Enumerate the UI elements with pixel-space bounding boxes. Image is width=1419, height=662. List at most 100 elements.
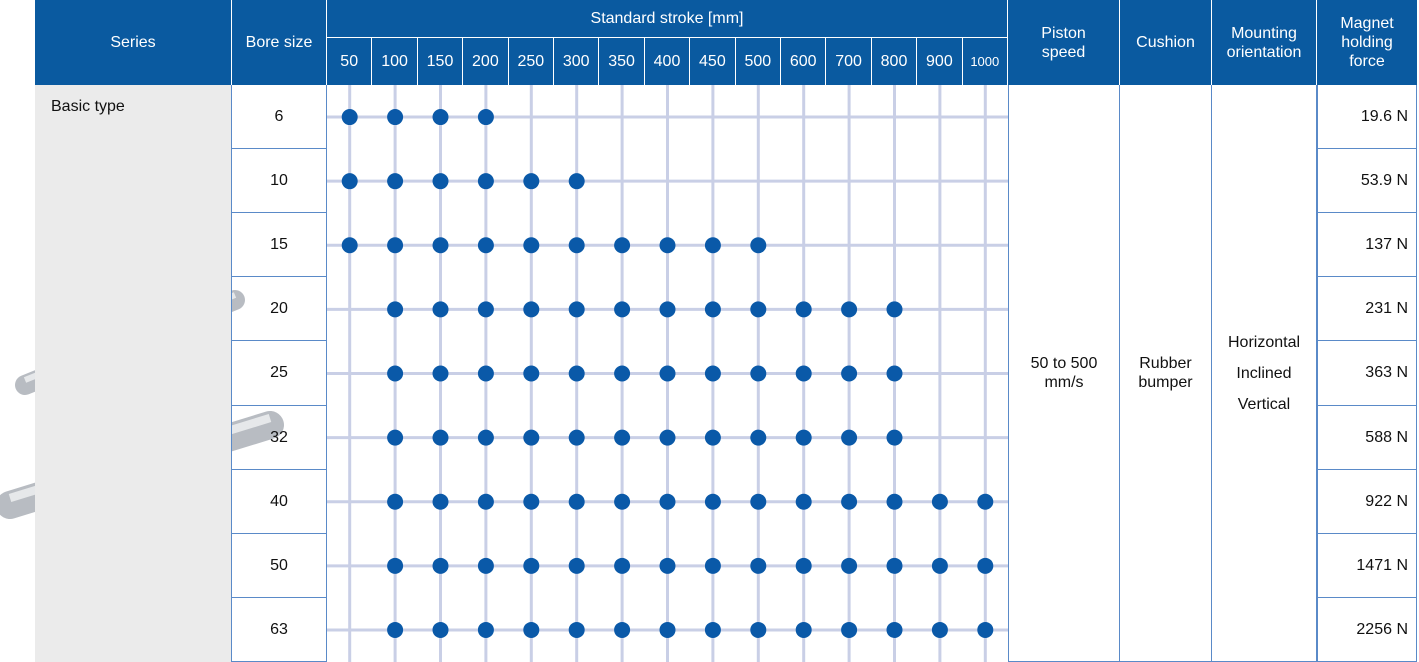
availability-dot bbox=[477, 109, 494, 126]
availability-dot bbox=[341, 237, 358, 254]
availability-dot bbox=[795, 429, 812, 446]
availability-dot bbox=[523, 237, 540, 254]
availability-dot bbox=[387, 173, 404, 190]
availability-dot bbox=[704, 301, 721, 318]
availability-dot bbox=[568, 557, 585, 574]
availability-dot bbox=[477, 173, 494, 190]
availability-dot bbox=[750, 429, 767, 446]
availability-dot bbox=[614, 301, 631, 318]
stroke-value-header: 300 bbox=[554, 38, 600, 85]
bore-cell: 32 bbox=[232, 405, 327, 470]
stroke-value-header: 150 bbox=[417, 38, 464, 85]
availability-dot bbox=[750, 365, 767, 382]
force-cell: 2256 N bbox=[1317, 597, 1417, 662]
stroke-value-header: 200 bbox=[463, 38, 509, 85]
availability-dot bbox=[659, 429, 676, 446]
stroke-value-header: 900 bbox=[917, 38, 963, 85]
bore-cell: 40 bbox=[232, 469, 327, 534]
availability-dot bbox=[704, 237, 721, 254]
availability-dot bbox=[523, 301, 540, 318]
magnet-header: Magnet holding force bbox=[1317, 0, 1417, 85]
availability-dot bbox=[750, 237, 767, 254]
availability-dot bbox=[841, 301, 858, 318]
availability-dot bbox=[432, 237, 449, 254]
availability-dot bbox=[659, 493, 676, 510]
availability-dot bbox=[704, 365, 721, 382]
availability-dot bbox=[432, 173, 449, 190]
stroke-value-header: 50 bbox=[327, 38, 373, 85]
availability-dot bbox=[341, 173, 358, 190]
stroke-value-header: 600 bbox=[781, 38, 827, 85]
availability-dot bbox=[477, 365, 494, 382]
availability-dot bbox=[841, 429, 858, 446]
availability-dot bbox=[568, 493, 585, 510]
availability-dot bbox=[841, 557, 858, 574]
mounting-option: Horizontal bbox=[1227, 333, 1301, 351]
availability-dot bbox=[977, 557, 994, 574]
cushion-header: Cushion bbox=[1120, 0, 1212, 85]
piston-header: Piston speed bbox=[1008, 0, 1120, 85]
availability-dot bbox=[523, 429, 540, 446]
stroke-value-header: 700 bbox=[826, 38, 872, 85]
availability-dot bbox=[523, 365, 540, 382]
bore-cell: 10 bbox=[232, 149, 327, 214]
bore-cell: 20 bbox=[232, 277, 327, 342]
availability-dot bbox=[387, 109, 404, 126]
availability-dot bbox=[568, 301, 585, 318]
availability-dot bbox=[750, 493, 767, 510]
availability-dot bbox=[795, 365, 812, 382]
bore-cell: 63 bbox=[232, 597, 327, 662]
mounting-option: Inclined bbox=[1236, 364, 1292, 382]
availability-dot bbox=[931, 557, 948, 574]
stroke-value-header: 1000 bbox=[962, 38, 1008, 85]
availability-dot bbox=[568, 621, 585, 638]
availability-dot bbox=[387, 621, 404, 638]
force-cell: 53.9 N bbox=[1317, 149, 1417, 214]
availability-dot bbox=[931, 493, 948, 510]
stroke-value-header: 400 bbox=[644, 38, 691, 85]
availability-dot bbox=[886, 621, 903, 638]
availability-dot bbox=[523, 493, 540, 510]
stroke-value-header: 250 bbox=[508, 38, 554, 85]
availability-dot bbox=[886, 557, 903, 574]
availability-dot bbox=[977, 493, 994, 510]
availability-dot bbox=[841, 493, 858, 510]
stroke-value-header: 100 bbox=[372, 38, 418, 85]
availability-dot bbox=[477, 493, 494, 510]
availability-dot bbox=[387, 493, 404, 510]
availability-dot bbox=[659, 557, 676, 574]
bore-cell: 25 bbox=[232, 341, 327, 406]
availability-dot bbox=[432, 557, 449, 574]
availability-dot bbox=[432, 429, 449, 446]
bore-cell: 15 bbox=[232, 213, 327, 278]
availability-dot bbox=[614, 429, 631, 446]
series-cell: Basic type bbox=[35, 85, 232, 662]
availability-dot bbox=[568, 365, 585, 382]
force-cell: 363 N bbox=[1317, 341, 1417, 406]
availability-dot bbox=[795, 301, 812, 318]
stroke-value-header: 450 bbox=[690, 38, 736, 85]
availability-dot bbox=[659, 301, 676, 318]
availability-dot bbox=[477, 237, 494, 254]
stroke-value-header: 350 bbox=[599, 38, 645, 85]
availability-dot bbox=[659, 237, 676, 254]
availability-dot bbox=[432, 493, 449, 510]
availability-dot bbox=[614, 557, 631, 574]
force-cell: 19.6 N bbox=[1317, 85, 1417, 150]
availability-dot bbox=[886, 365, 903, 382]
availability-dot bbox=[614, 493, 631, 510]
availability-dot bbox=[432, 109, 449, 126]
availability-dot bbox=[704, 493, 721, 510]
availability-dot bbox=[477, 429, 494, 446]
availability-dot bbox=[387, 365, 404, 382]
availability-dot bbox=[614, 621, 631, 638]
force-cell: 231 N bbox=[1317, 277, 1417, 342]
availability-dot bbox=[614, 237, 631, 254]
availability-dot bbox=[659, 621, 676, 638]
availability-dot bbox=[750, 301, 767, 318]
availability-dot bbox=[614, 365, 631, 382]
availability-dot bbox=[387, 429, 404, 446]
availability-dot bbox=[523, 173, 540, 190]
availability-dot bbox=[795, 621, 812, 638]
